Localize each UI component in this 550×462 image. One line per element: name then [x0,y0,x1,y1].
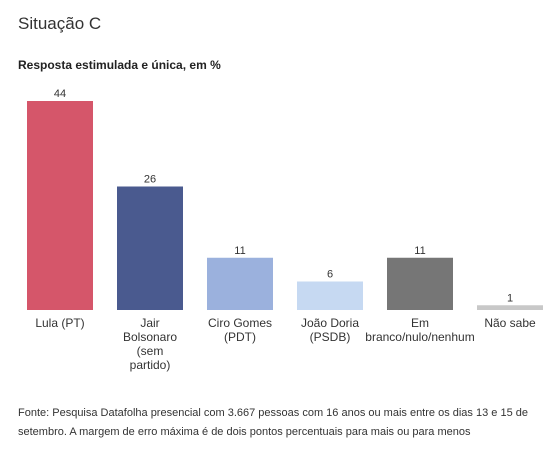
category-label-line: Bolsonaro [123,330,177,344]
chart-subtitle: Resposta estimulada e única, em % [18,58,221,72]
bar-4 [297,281,363,310]
category-label-line: (sem [137,344,164,358]
bar-1 [27,101,93,310]
bar-2 [117,186,183,310]
bar-3 [207,257,273,310]
category-label-line: João Doria [301,316,359,330]
category-label-line: (PDT) [224,330,256,344]
bar-value-label: 11 [234,245,245,257]
bar-value-label: 44 [54,88,66,100]
bar-value-label: 11 [414,245,425,257]
bar-value-label: 6 [327,269,333,281]
category-label: Não sabe [484,316,536,330]
category-label-line: Não sabe [484,316,536,330]
category-label-line: Lula (PT) [35,316,84,330]
category-label: Em branco/nulo/nenhum [365,316,474,344]
source-note: Fonte: Pesquisa Datafolha presencial com… [18,407,528,438]
category-label-line: (PSDB) [310,330,351,344]
category-label-line: Em [411,316,429,330]
bar-5 [387,257,453,310]
category-label: Ciro Gomes (PDT) [208,316,272,344]
category-label: João Doria (PSDB) [301,316,359,344]
bar-6 [477,305,543,310]
bar-value-label: 26 [144,174,156,186]
chart-title: Situação C [18,14,102,33]
category-label: Jair Bolsonaro (sem partido) [123,316,177,372]
category-label-line: branco/nulo/nenhum [365,330,474,344]
category-label-line: Ciro Gomes [208,316,272,330]
bar-value-label: 1 [507,292,513,304]
category-label-line: partido) [130,358,171,372]
category-label-line: Jair [140,316,159,330]
category-label: Lula (PT) [35,316,84,330]
